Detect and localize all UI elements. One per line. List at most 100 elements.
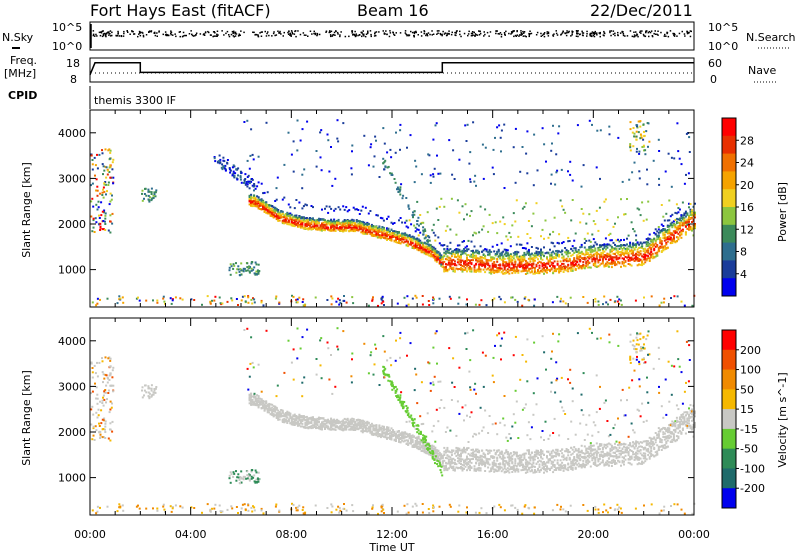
power-cell <box>461 269 464 271</box>
power-cell <box>293 214 296 217</box>
power-cell <box>401 235 404 238</box>
power-cell <box>485 249 488 252</box>
power-cell <box>636 259 639 262</box>
power-cell <box>302 205 305 208</box>
power-cell <box>411 297 414 300</box>
power-cell <box>691 229 693 232</box>
beam-title: Beam 16 <box>357 1 429 20</box>
power-cell <box>540 250 542 253</box>
nsky-point <box>602 34 605 36</box>
power-cell <box>224 164 227 167</box>
power-cell <box>95 221 98 224</box>
power-cell <box>432 256 435 259</box>
power-cell <box>310 221 313 224</box>
power-cell <box>550 182 552 185</box>
power-cell <box>345 301 348 304</box>
power-cell <box>348 209 351 212</box>
power-cell <box>101 210 104 213</box>
power-cell <box>524 264 527 267</box>
power-cell <box>287 203 290 206</box>
velocity-cell <box>275 412 278 415</box>
power-cell <box>577 252 580 255</box>
power-cell <box>515 266 518 269</box>
power-cell <box>104 214 107 217</box>
power-cell <box>456 250 459 253</box>
power-cell <box>452 267 455 270</box>
power-cell <box>579 258 582 261</box>
power-cell <box>408 243 411 246</box>
velocity-cell <box>256 399 259 402</box>
power-cell <box>672 230 675 233</box>
nsky-point <box>260 35 263 37</box>
nsky-point <box>541 34 544 37</box>
power-cell <box>193 299 196 301</box>
power-cell <box>95 189 98 192</box>
power-cell <box>424 230 427 232</box>
power-cell <box>345 228 348 231</box>
power-cell <box>426 248 429 250</box>
power-cell <box>330 227 333 230</box>
velocity-cell <box>284 415 287 418</box>
power-cell <box>564 211 567 214</box>
power-cell <box>412 211 414 214</box>
power-cell <box>576 124 579 127</box>
power-cell <box>467 248 470 251</box>
power-cell <box>493 261 496 263</box>
power-cell <box>484 266 487 269</box>
power-cell <box>342 224 345 227</box>
nsky-point <box>92 33 95 36</box>
power-cell <box>322 223 325 226</box>
power-cell <box>399 239 402 242</box>
power-cell <box>101 191 104 194</box>
nsky-point <box>454 31 456 34</box>
power-cell <box>556 254 559 257</box>
power-cell <box>380 298 383 301</box>
power-cell <box>515 255 518 258</box>
nsky-point <box>139 32 141 34</box>
power-cell <box>274 200 277 202</box>
power-cell <box>559 265 562 268</box>
power-cell <box>546 269 548 272</box>
power-cell <box>104 165 107 168</box>
power-cell <box>407 245 410 248</box>
nsky-point <box>283 31 285 34</box>
power-cell <box>246 159 249 162</box>
power-cell <box>614 256 616 259</box>
power-cell <box>648 233 651 236</box>
power-cell <box>281 219 284 222</box>
power-cell <box>561 242 564 245</box>
nsky-point <box>463 32 466 35</box>
power-cell <box>244 173 247 176</box>
power-cell <box>399 188 402 191</box>
power-cell <box>614 247 616 250</box>
power-cell <box>441 261 444 264</box>
power-cell <box>299 225 302 228</box>
power-cell <box>426 251 429 254</box>
power-cell <box>302 217 305 220</box>
power-cell <box>589 245 592 248</box>
power-cell <box>305 225 308 227</box>
power-cell <box>618 251 621 254</box>
power-cell <box>361 205 364 208</box>
power-cell <box>316 218 319 221</box>
nsky-point <box>209 34 212 36</box>
power-cell <box>438 255 441 258</box>
nsky-point <box>633 36 635 38</box>
power-cell <box>505 272 508 275</box>
power-cell <box>568 252 571 254</box>
nsky-point <box>178 31 181 33</box>
power-cell <box>425 249 428 252</box>
power-cell <box>244 183 247 186</box>
power-cell <box>481 256 484 259</box>
power-cell <box>453 178 456 180</box>
power-cell <box>472 121 475 124</box>
power-cell <box>654 242 657 245</box>
nsky-point <box>120 35 123 38</box>
nsky-point <box>96 35 98 37</box>
nsky-point <box>420 31 423 33</box>
power-cell <box>333 224 336 227</box>
power-cell <box>383 161 386 163</box>
power-cell <box>521 256 524 258</box>
power-cell <box>241 295 244 298</box>
